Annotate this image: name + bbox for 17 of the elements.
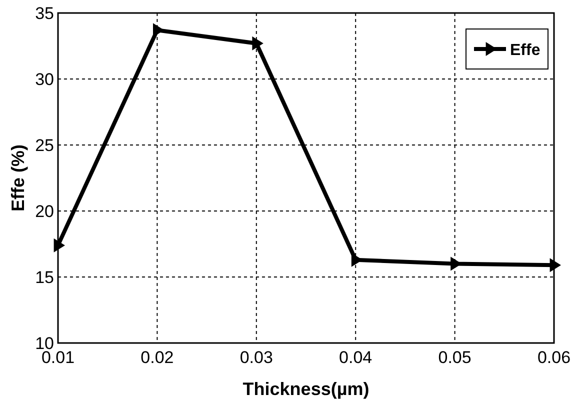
y-tick-label: 20 — [35, 202, 54, 221]
y-tick-label: 25 — [35, 136, 54, 155]
x-axis-title: Thickness(µm) — [242, 379, 370, 399]
point — [54, 238, 65, 252]
x-tick-label: 0.06 — [537, 348, 571, 367]
x-tick-label: 0.02 — [140, 348, 174, 367]
y-axis-title: Effe (%) — [8, 144, 28, 212]
legend-label: Effe — [510, 42, 540, 59]
x-tick-label: 0.05 — [438, 348, 472, 367]
point — [252, 36, 264, 50]
y-tick-label: 30 — [35, 70, 54, 89]
point — [550, 258, 561, 272]
x-tick-label: 0.01 — [41, 348, 75, 367]
y-tick-label: 15 — [35, 268, 54, 287]
x-tick-label: 0.03 — [240, 348, 273, 367]
y-tick-label: 35 — [35, 4, 54, 23]
x-tick-label: 0.04 — [339, 348, 372, 367]
